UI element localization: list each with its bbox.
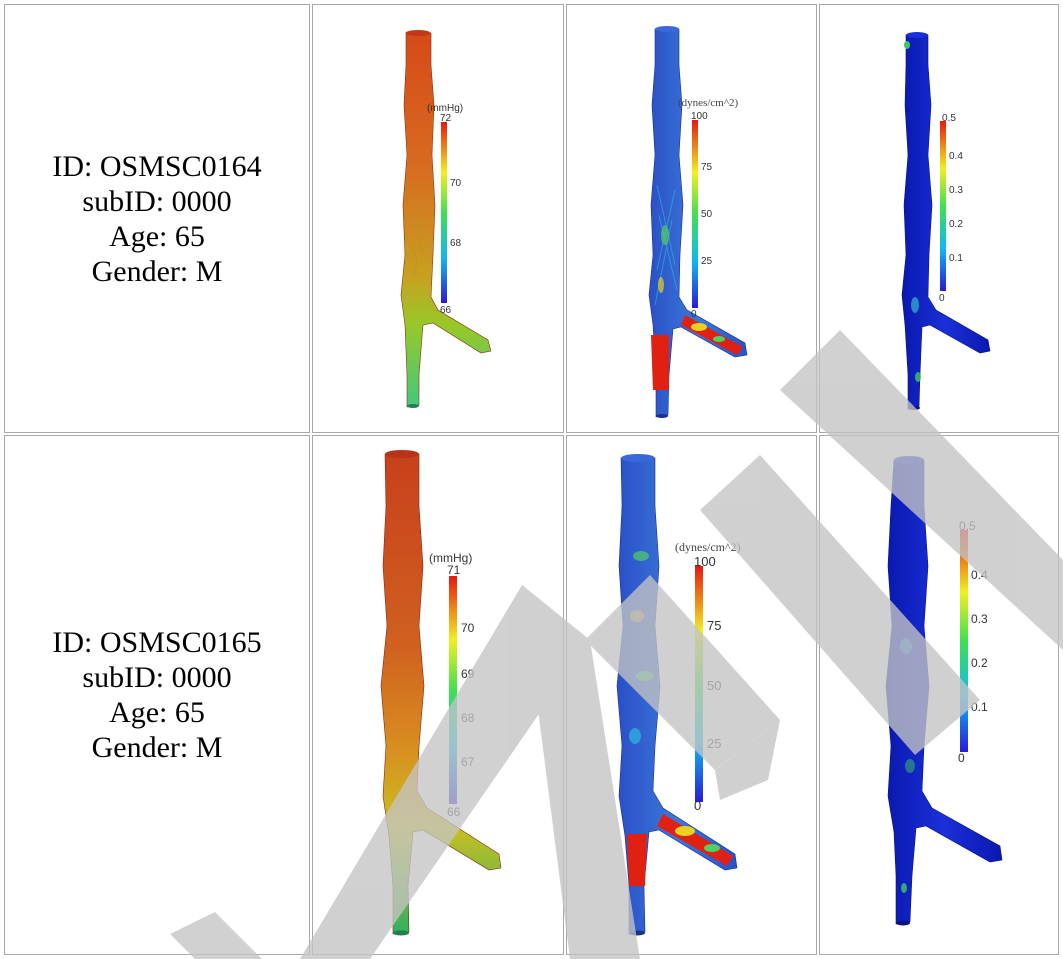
colorbar-tick-label: 0.3	[971, 612, 988, 626]
osi-image-osmsc0164: 0.5 0.4 0.3 0.2 0.1 0	[819, 4, 1059, 433]
colorbar-tick-label: 72	[440, 113, 452, 124]
colorbar-tick-label: 0.3	[949, 185, 963, 196]
colorbar-tick-label: 0	[939, 293, 945, 304]
wss-image-osmsc0164: (dynes/cm^2) 100 75 50 25 0	[566, 4, 817, 433]
colorbar-tick-label: 68	[461, 711, 475, 725]
colorbar-tick-label: 25	[707, 736, 721, 751]
pressure-image-osmsc0164: (mmHg) 72 70 68 66	[312, 4, 564, 433]
wss-colorbar: 100 75 50 25 0	[691, 111, 713, 320]
pressure-colorbar: 72 70 68 66	[440, 113, 462, 316]
case-id: ID: OSMSC0165	[52, 626, 262, 659]
wss-unit-label: (dynes/cm^2)	[675, 540, 741, 554]
colorbar-tick-label: 25	[701, 256, 713, 267]
colorbar-tick-label: 0	[691, 309, 697, 320]
colorbar-tick-label: 75	[701, 162, 713, 173]
colorbar-tick-label: 67	[461, 755, 475, 769]
colorbar-tick-label: 0.4	[971, 568, 988, 582]
vessel-model	[380, 450, 502, 936]
colorbar-tick-label: 70	[461, 621, 475, 635]
wss-image-osmsc0165: (dynes/cm^2) 100 75 50 25 0	[566, 435, 817, 955]
colorbar-tick-label: 0.1	[971, 700, 988, 714]
case-gender: Gender: M	[91, 254, 223, 288]
colorbar-tick-label: 66	[440, 305, 452, 316]
colorbar-tick-label: 0.2	[971, 656, 988, 670]
colorbar-tick-label: 100	[691, 111, 708, 122]
pressure-image-osmsc0165: (mmHg) 71 70 69 68 67 66	[312, 435, 564, 955]
colorbar-tick-label: 69	[461, 667, 475, 681]
case-age: Age: 65	[109, 696, 205, 729]
colorbar-tick-label: 0.1	[949, 253, 963, 264]
case-info-cell-osmsc0164: ID: OSMSC0164 subID: 0000 Age: 65 Gender…	[4, 4, 310, 433]
case-info-cell-osmsc0165: ID: OSMSC0165 subID: 0000 Age: 65 Gender…	[4, 435, 310, 955]
colorbar-tick-label: 0	[694, 798, 701, 813]
case-id: ID: OSMSC0164	[52, 149, 262, 183]
case-gender: Gender: M	[91, 731, 223, 764]
vessel-model	[400, 30, 492, 408]
colorbar-tick-label: 71	[447, 563, 461, 577]
colorbar-tick-label: 75	[707, 618, 721, 633]
wss-unit-label: (dynes/cm^2)	[678, 97, 738, 109]
pressure-unit-label: (mmHg)	[427, 103, 463, 114]
wss-colorbar: 100 75 50 25 0	[694, 554, 721, 813]
colorbar-tick-label: 50	[707, 678, 721, 693]
pressure-unit-label: (mmHg)	[429, 551, 472, 565]
case-age: Age: 65	[109, 219, 205, 253]
colorbar-tick-label: 100	[694, 554, 716, 569]
colorbar-tick-label: 66	[447, 805, 461, 819]
colorbar-tick-label: 0.4	[949, 151, 963, 162]
osi-colorbar: 0.5 0.4 0.3 0.2 0.1 0	[958, 519, 988, 765]
colorbar-tick-label: 0.5	[959, 519, 976, 533]
colorbar-tick-label: 50	[701, 209, 713, 220]
pressure-colorbar: 71 70 69 68 67 66	[447, 563, 475, 819]
case-subid: subID: 0000	[82, 661, 232, 694]
colorbar-tick-label: 0.5	[942, 113, 956, 124]
colorbar-tick-label: 68	[450, 238, 462, 249]
colorbar-tick-label: 0	[958, 751, 965, 765]
colorbar-tick-label: 0.2	[949, 219, 963, 230]
case-subid: subID: 0000	[82, 184, 232, 218]
vessel-model	[885, 456, 1003, 926]
vessel-model	[648, 26, 748, 418]
colorbar-tick-label: 70	[450, 178, 462, 189]
osi-image-osmsc0165: 0.5 0.4 0.3 0.2 0.1 0	[819, 435, 1059, 955]
vessel-model	[616, 454, 738, 936]
osi-colorbar: 0.5 0.4 0.3 0.2 0.1 0	[939, 113, 963, 304]
vessel-model	[901, 32, 991, 410]
